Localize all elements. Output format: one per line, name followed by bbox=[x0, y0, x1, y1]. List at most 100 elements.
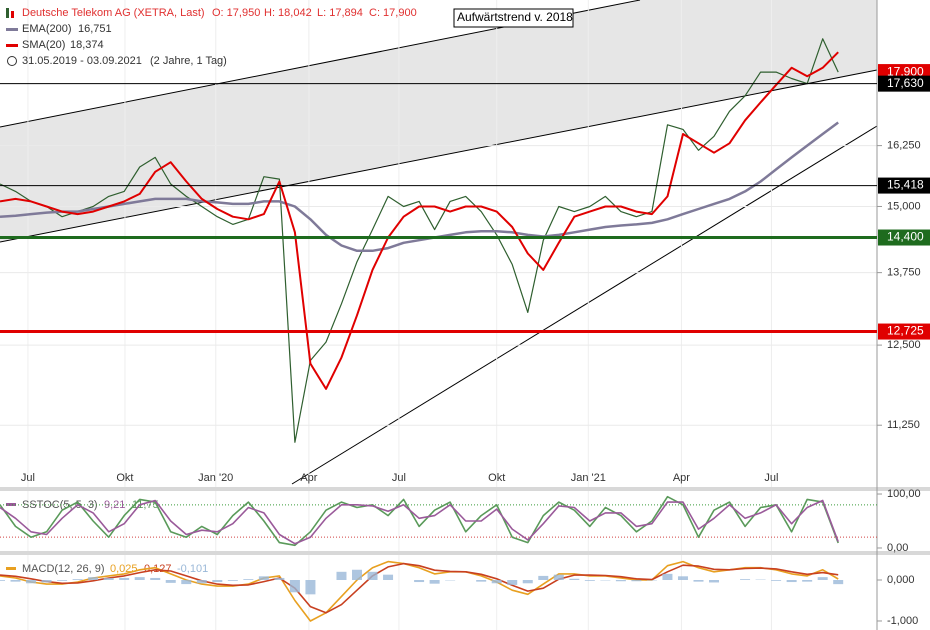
legend: Deutsche Telekom AG (XETRA, Last) O: 17,… bbox=[6, 7, 417, 67]
y-tick-label: 0,00 bbox=[887, 542, 908, 554]
histogram-bar bbox=[243, 579, 254, 580]
series-line bbox=[0, 51, 839, 390]
histogram-bar bbox=[57, 580, 68, 581]
histogram-bar bbox=[10, 580, 21, 582]
histogram-bar bbox=[740, 579, 751, 580]
legend-icon bbox=[6, 28, 18, 31]
legend-text: -0,101 bbox=[177, 563, 208, 575]
histogram-bar bbox=[88, 577, 99, 580]
y-tick-label: 12,500 bbox=[887, 339, 921, 351]
legend-text: Deutsche Telekom AG (XETRA, Last) bbox=[22, 7, 205, 19]
histogram-bar bbox=[26, 580, 37, 584]
legend-text: (2 Jahre, 1 Tag) bbox=[150, 55, 227, 67]
histogram-bar bbox=[553, 574, 564, 580]
x-tick-label: Jul bbox=[392, 472, 406, 484]
histogram-bar bbox=[522, 580, 533, 584]
histogram-bar bbox=[786, 580, 797, 583]
histogram-bar bbox=[662, 573, 673, 580]
histogram-bar bbox=[584, 580, 595, 581]
x-tick-label: Apr bbox=[673, 472, 690, 484]
histogram-bar bbox=[615, 580, 626, 582]
histogram-bar bbox=[165, 580, 176, 583]
legend-text: SMA(20) bbox=[22, 39, 65, 51]
x-tick-label: Jan '20 bbox=[198, 472, 233, 484]
histogram-bar bbox=[383, 574, 394, 580]
series-line bbox=[0, 560, 839, 622]
level-label: 12,725 bbox=[887, 324, 924, 338]
level-label: 14,400 bbox=[887, 230, 924, 244]
histogram-bar bbox=[538, 575, 549, 580]
histogram-bar bbox=[72, 579, 83, 580]
x-tick-label: Jan '21 bbox=[571, 472, 606, 484]
legend-icon bbox=[11, 11, 14, 18]
histogram-bar bbox=[289, 580, 300, 593]
histogram-bar bbox=[103, 577, 114, 580]
legend-icon bbox=[6, 503, 16, 506]
x-tick-label: Jul bbox=[764, 472, 778, 484]
y-tick-label: 13,750 bbox=[887, 267, 921, 279]
panel-separator bbox=[0, 487, 930, 491]
histogram-bar bbox=[693, 580, 704, 582]
histogram-bar bbox=[227, 580, 238, 581]
histogram-bar bbox=[817, 577, 828, 580]
x-tick-label: Apr bbox=[300, 472, 317, 484]
histogram-bar bbox=[677, 576, 688, 580]
y-tick-label: 11,250 bbox=[887, 419, 920, 431]
legend-text: 0,025 bbox=[110, 563, 138, 575]
level-label: 17,630 bbox=[887, 76, 924, 90]
legend-text: C: 17,900 bbox=[369, 7, 417, 19]
histogram-bar bbox=[569, 578, 580, 580]
legend-icon bbox=[6, 44, 18, 47]
histogram-bar bbox=[258, 576, 269, 580]
histogram-bar bbox=[367, 571, 378, 580]
y-tick-label: 15,000 bbox=[887, 200, 921, 212]
level-label-box bbox=[878, 323, 930, 340]
x-tick-label: Okt bbox=[116, 472, 133, 484]
legend-text: MACD(12, 26, 9) bbox=[22, 563, 105, 575]
histogram-bar bbox=[491, 580, 502, 584]
x-tick-label: Jul bbox=[21, 472, 35, 484]
histogram-bar bbox=[802, 580, 813, 582]
histogram-bar bbox=[212, 580, 223, 583]
level-label: 17,900 bbox=[887, 64, 924, 78]
legend-text: O: 17,950 bbox=[212, 7, 260, 19]
histogram-bar bbox=[0, 580, 5, 581]
histogram-bar bbox=[119, 577, 130, 580]
legend-text: 31.05.2019 - 03.09.2021 bbox=[22, 55, 142, 67]
x-tick-label: Okt bbox=[488, 472, 505, 484]
histogram-bar bbox=[181, 580, 192, 585]
annotation: Aufwärtstrend v. 2018 bbox=[457, 10, 573, 24]
series-line bbox=[0, 562, 839, 614]
level-label: 15,418 bbox=[887, 178, 924, 192]
legend-text: 16,751 bbox=[78, 23, 112, 35]
histogram-bar bbox=[833, 580, 844, 585]
trend-line bbox=[0, 69, 878, 243]
histogram-bar bbox=[305, 580, 316, 595]
legend-icon bbox=[6, 8, 9, 18]
histogram-bar bbox=[134, 577, 145, 580]
legend-text: EMA(200) bbox=[22, 23, 72, 35]
y-tick-label: 100,00 bbox=[887, 488, 921, 500]
legend-text: SSTOC(5, 5, 3) bbox=[22, 499, 98, 511]
histogram-bar bbox=[507, 580, 518, 585]
legend-icon bbox=[6, 567, 16, 570]
histogram-bar bbox=[336, 571, 347, 580]
histogram-bar bbox=[429, 580, 440, 584]
histogram-bar bbox=[771, 580, 782, 581]
series-line bbox=[0, 121, 839, 253]
legend-text: H: 18,042 bbox=[264, 7, 312, 19]
histogram-bar bbox=[150, 577, 161, 580]
histogram-bar bbox=[352, 569, 363, 580]
y-tick-label: 0,000 bbox=[887, 574, 915, 586]
series-line bbox=[0, 499, 839, 545]
level-label-box bbox=[878, 177, 930, 194]
panel-separator bbox=[0, 551, 930, 555]
level-label-box bbox=[878, 75, 930, 92]
trend-channel bbox=[0, 0, 877, 242]
clock-icon bbox=[7, 56, 17, 66]
series-line bbox=[0, 38, 839, 443]
histogram-bar bbox=[631, 580, 642, 582]
level-label-box bbox=[878, 229, 930, 246]
y-tick-label: 16,250 bbox=[887, 140, 921, 152]
